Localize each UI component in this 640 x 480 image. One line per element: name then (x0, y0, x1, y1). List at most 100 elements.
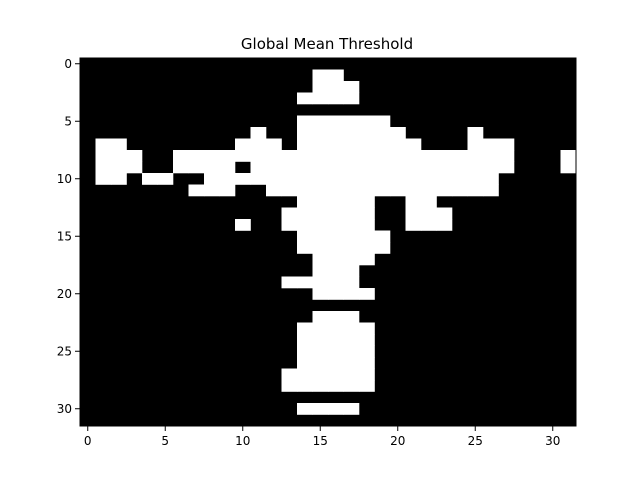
pixel-cell (359, 219, 375, 231)
chart-title: Global Mean Threshold (241, 35, 413, 53)
pixel-cell (405, 184, 422, 197)
pixel-cell (359, 322, 375, 335)
pixel-cell (328, 150, 344, 162)
pixel-cell (235, 138, 251, 151)
pixel-cell (405, 161, 422, 174)
x-tick-label: 10 (235, 434, 250, 448)
pixel-cell (343, 81, 360, 93)
pixel-cell (328, 173, 344, 185)
pixel-cell (436, 219, 453, 231)
pixel-cell (374, 242, 391, 254)
pixel-cell (281, 380, 298, 392)
pixel-cell (359, 334, 375, 346)
pixel-cell (297, 150, 313, 162)
pixel-cell (126, 150, 143, 162)
pixel-cell (95, 138, 112, 151)
pixel-cell (483, 173, 499, 185)
pixel-cell (343, 150, 360, 162)
pixel-cell (250, 138, 267, 151)
pixel-cell (359, 288, 375, 300)
pixel-cell (328, 230, 344, 243)
pixel-cell (297, 138, 313, 151)
pixel-cell (328, 253, 344, 266)
pixel-cell (483, 150, 499, 162)
pixel-cell (157, 173, 174, 185)
pixel-cell (343, 230, 360, 243)
y-axis: 0 5 10 15 20 25 30 (57, 57, 80, 416)
pixel-cell (343, 184, 360, 197)
pixel-cell (452, 161, 468, 174)
pixel-cell (343, 253, 360, 266)
pixel-cell (328, 380, 344, 392)
pixel-cell (312, 230, 329, 243)
pixel-cell (390, 138, 406, 151)
pixel-cell (390, 184, 406, 197)
pixel-cell (312, 115, 329, 128)
pixel-cell (312, 81, 329, 93)
x-tick-label: 5 (161, 434, 169, 448)
pixel-cell (328, 288, 344, 300)
pixel-cell (498, 150, 515, 162)
pixel-cell (405, 219, 422, 231)
pixel-cell (343, 92, 360, 105)
pixel-cell (343, 288, 360, 300)
pixel-cell (328, 184, 344, 197)
pixel-cell (359, 138, 375, 151)
y-tick-label: 5 (64, 114, 72, 128)
pixel-cell (343, 345, 360, 358)
pixel-cell (467, 127, 484, 139)
pixel-cell (343, 173, 360, 185)
pixel-cell (95, 150, 112, 162)
pixel-cell (312, 173, 329, 185)
pixel-cell (312, 184, 329, 197)
pixel-cell (312, 403, 329, 415)
pixel-cell (359, 115, 375, 128)
pixel-cell (297, 230, 313, 243)
pixel-cell (297, 345, 313, 358)
pixel-cell (405, 138, 422, 151)
pixel-cell (142, 173, 158, 185)
pixel-cell (312, 69, 329, 82)
pixel-cell (204, 161, 220, 174)
pixel-cell (467, 138, 484, 151)
pixel-cell (312, 345, 329, 358)
pixel-cell (111, 161, 127, 174)
pixel-cell (483, 138, 499, 151)
pixel-cell (374, 138, 391, 151)
pixel-cell (328, 127, 344, 139)
pixel-cell (111, 173, 127, 185)
pixel-cell (560, 150, 577, 162)
pixel-cell (266, 184, 282, 197)
pixel-cell (266, 173, 282, 185)
pixel-cell (111, 138, 127, 151)
pixel-cell (421, 207, 437, 220)
pixel-cell (250, 161, 267, 174)
pixel-cell (281, 184, 298, 197)
pixel-cell (343, 276, 360, 289)
pixel-cell (328, 345, 344, 358)
x-tick-label: 30 (545, 434, 560, 448)
pixel-cell (281, 173, 298, 185)
pixel-cell (343, 196, 360, 208)
pixel-cell (374, 127, 391, 139)
pixel-cell (297, 196, 313, 208)
x-axis: 0 5 10 15 20 25 30 (84, 426, 560, 448)
x-tick-label: 25 (468, 434, 483, 448)
pixel-cell (359, 357, 375, 369)
pixel-cell (328, 81, 344, 93)
pixel-cell (359, 173, 375, 185)
pixel-cell (297, 334, 313, 346)
pixel-cell (188, 150, 205, 162)
pixel-cell (374, 184, 391, 197)
pixel-cell (328, 138, 344, 151)
pixel-cell (421, 196, 437, 208)
pixel-cell (421, 161, 437, 174)
pixel-cell (328, 69, 344, 82)
pixel-cell (297, 357, 313, 369)
pixel-cell (452, 184, 468, 197)
pixel-cell (281, 207, 298, 220)
pixel-cell (281, 161, 298, 174)
pixel-cell (359, 207, 375, 220)
pixel-cell (235, 219, 251, 231)
pixel-cell (343, 207, 360, 220)
